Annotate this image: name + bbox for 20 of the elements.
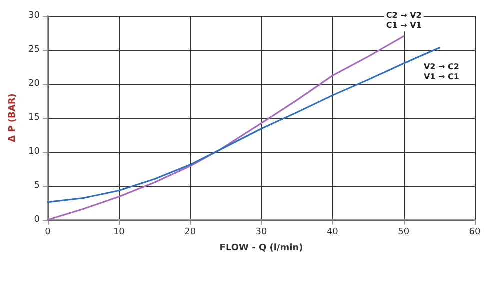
line-series — [47, 36, 405, 221]
y-tick-label: 30 — [28, 11, 40, 21]
y-tick-label: 10 — [28, 147, 40, 157]
x-tick-label: 40 — [326, 228, 339, 238]
y-axis-title: Δ P (BAR) — [8, 94, 18, 142]
y-tick-label: 5 — [34, 181, 40, 191]
x-tick-label: 20 — [184, 228, 196, 238]
x-tick-label: 30 — [256, 228, 268, 238]
series-label: V2 → C2 V1 → C1 — [424, 62, 460, 82]
x-axis-title: FLOW - Q (l/min) — [220, 244, 304, 254]
y-tick-label: 25 — [28, 45, 40, 55]
y-tick-label: 0 — [34, 215, 40, 225]
x-tick-label: 0 — [45, 228, 52, 238]
line-series — [47, 47, 440, 204]
x-tick-label: 60 — [469, 228, 481, 238]
x-tick-label: 10 — [113, 228, 126, 238]
y-tick-label: 15 — [28, 113, 40, 123]
x-tick-label: 50 — [398, 228, 410, 238]
y-tick-label: 20 — [28, 79, 40, 89]
series-label: C2 → V2 C1 → V1 — [386, 10, 422, 30]
